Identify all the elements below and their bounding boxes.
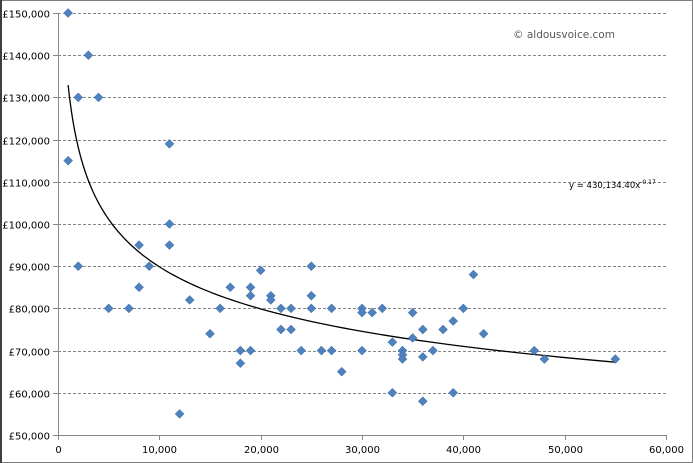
y-tick-label: £60,000: [9, 390, 50, 401]
data-point-diamond: [235, 345, 246, 356]
data-point-diamond: [225, 282, 236, 293]
data-point-diamond: [306, 261, 317, 272]
data-point-diamond: [306, 303, 317, 314]
y-tick-label: £110,000: [2, 179, 50, 190]
data-point-diamond: [539, 354, 550, 364]
data-point-diamond: [124, 303, 134, 314]
y-tick-label: £150,000: [2, 10, 50, 21]
data-point-diamond: [144, 261, 155, 272]
data-point-diamond: [357, 307, 367, 318]
data-point-diamond: [610, 354, 621, 364]
x-tick-label: 40,000: [446, 445, 481, 456]
x-tick-label: 10,000: [142, 445, 177, 456]
y-tick-label: £100,000: [2, 221, 50, 232]
data-point-diamond: [286, 303, 296, 314]
data-point-diamond: [377, 303, 388, 314]
data-point-diamond: [529, 345, 540, 356]
data-point-diamond: [103, 303, 114, 314]
data-point-diamond: [367, 307, 377, 318]
data-point-diamond: [417, 352, 428, 362]
data-point-diamond: [417, 396, 428, 407]
data-point-diamond: [448, 316, 459, 326]
data-point-diamond: [215, 303, 225, 314]
data-point-diamond: [296, 345, 307, 356]
watermark-text: © aldousvoice.com: [513, 29, 615, 41]
data-point-diamond: [316, 345, 327, 356]
data-point-diamond: [63, 155, 73, 166]
data-point-diamond: [397, 354, 408, 364]
data-point-diamond: [478, 328, 489, 339]
data-point-diamond: [63, 8, 73, 18]
data-point-diamond: [205, 328, 215, 339]
data-point-diamond: [245, 282, 256, 293]
data-point-diamond: [357, 345, 367, 356]
data-point-diamond: [407, 307, 418, 318]
data-point-diamond: [448, 387, 459, 398]
y-tick-label: £90,000: [9, 263, 50, 274]
data-point-diamond: [164, 138, 175, 149]
data-point-diamond: [276, 324, 286, 335]
data-point-diamond: [428, 345, 438, 356]
data-point-diamond: [276, 303, 286, 314]
x-tick-label: 0: [55, 445, 61, 456]
y-tick-label: £70,000: [9, 348, 50, 359]
y-tick-label: £50,000: [9, 432, 50, 443]
data-point-diamond: [134, 240, 144, 250]
data-point-diamond: [73, 261, 84, 272]
data-point-diamond: [326, 345, 337, 356]
data-point-diamond: [164, 240, 175, 250]
data-point-diamond: [235, 358, 246, 369]
x-tick-label: 30,000: [345, 445, 380, 456]
data-point-diamond: [438, 324, 448, 335]
frame-edge: [0, 0, 2, 463]
data-point-diamond: [174, 409, 185, 419]
data-point-diamond: [255, 265, 266, 276]
data-point-diamond: [245, 345, 256, 356]
x-tick-label: 60,000: [649, 445, 684, 456]
power-trendline: [67, 84, 616, 363]
gridlines: [58, 13, 666, 394]
data-point-diamond: [468, 269, 479, 280]
data-point-diamond: [306, 290, 317, 301]
y-axis-labels: £50,000 £60,000 £70,000 £80,000 £90,000 £100,…: [2, 10, 50, 443]
data-point-diamond: [458, 303, 469, 314]
data-point-diamond: [387, 337, 398, 348]
y-tick-label: £140,000: [2, 52, 50, 63]
data-point-diamond: [83, 50, 94, 61]
y-tick-label: £120,000: [2, 137, 50, 148]
data-point-diamond: [93, 92, 104, 103]
data-points: [63, 8, 621, 419]
y-tick-label: £130,000: [2, 94, 50, 105]
trendline: [67, 84, 616, 363]
y-tick-label: £80,000: [9, 305, 50, 316]
data-point-diamond: [265, 295, 276, 305]
data-point-diamond: [286, 324, 296, 335]
trendline-equation: y = 430,134.40x-0.17: [569, 179, 656, 191]
data-point-diamond: [164, 219, 175, 229]
x-axis-labels: 0 10,000 20,000 30,000 40,000 50,000 60,000: [55, 445, 684, 456]
data-point-diamond: [387, 387, 398, 398]
data-point-diamond: [336, 366, 347, 377]
axes: [53, 13, 667, 440]
data-point-diamond: [326, 303, 337, 314]
data-point-diamond: [417, 324, 428, 335]
data-point-diamond: [73, 92, 84, 103]
data-point-diamond: [245, 290, 256, 301]
data-point-diamond: [134, 282, 144, 293]
data-point-diamond: [407, 333, 418, 343]
x-tick-label: 20,000: [244, 445, 279, 456]
x-tick-label: 50,000: [548, 445, 583, 456]
data-point-diamond: [184, 295, 195, 305]
